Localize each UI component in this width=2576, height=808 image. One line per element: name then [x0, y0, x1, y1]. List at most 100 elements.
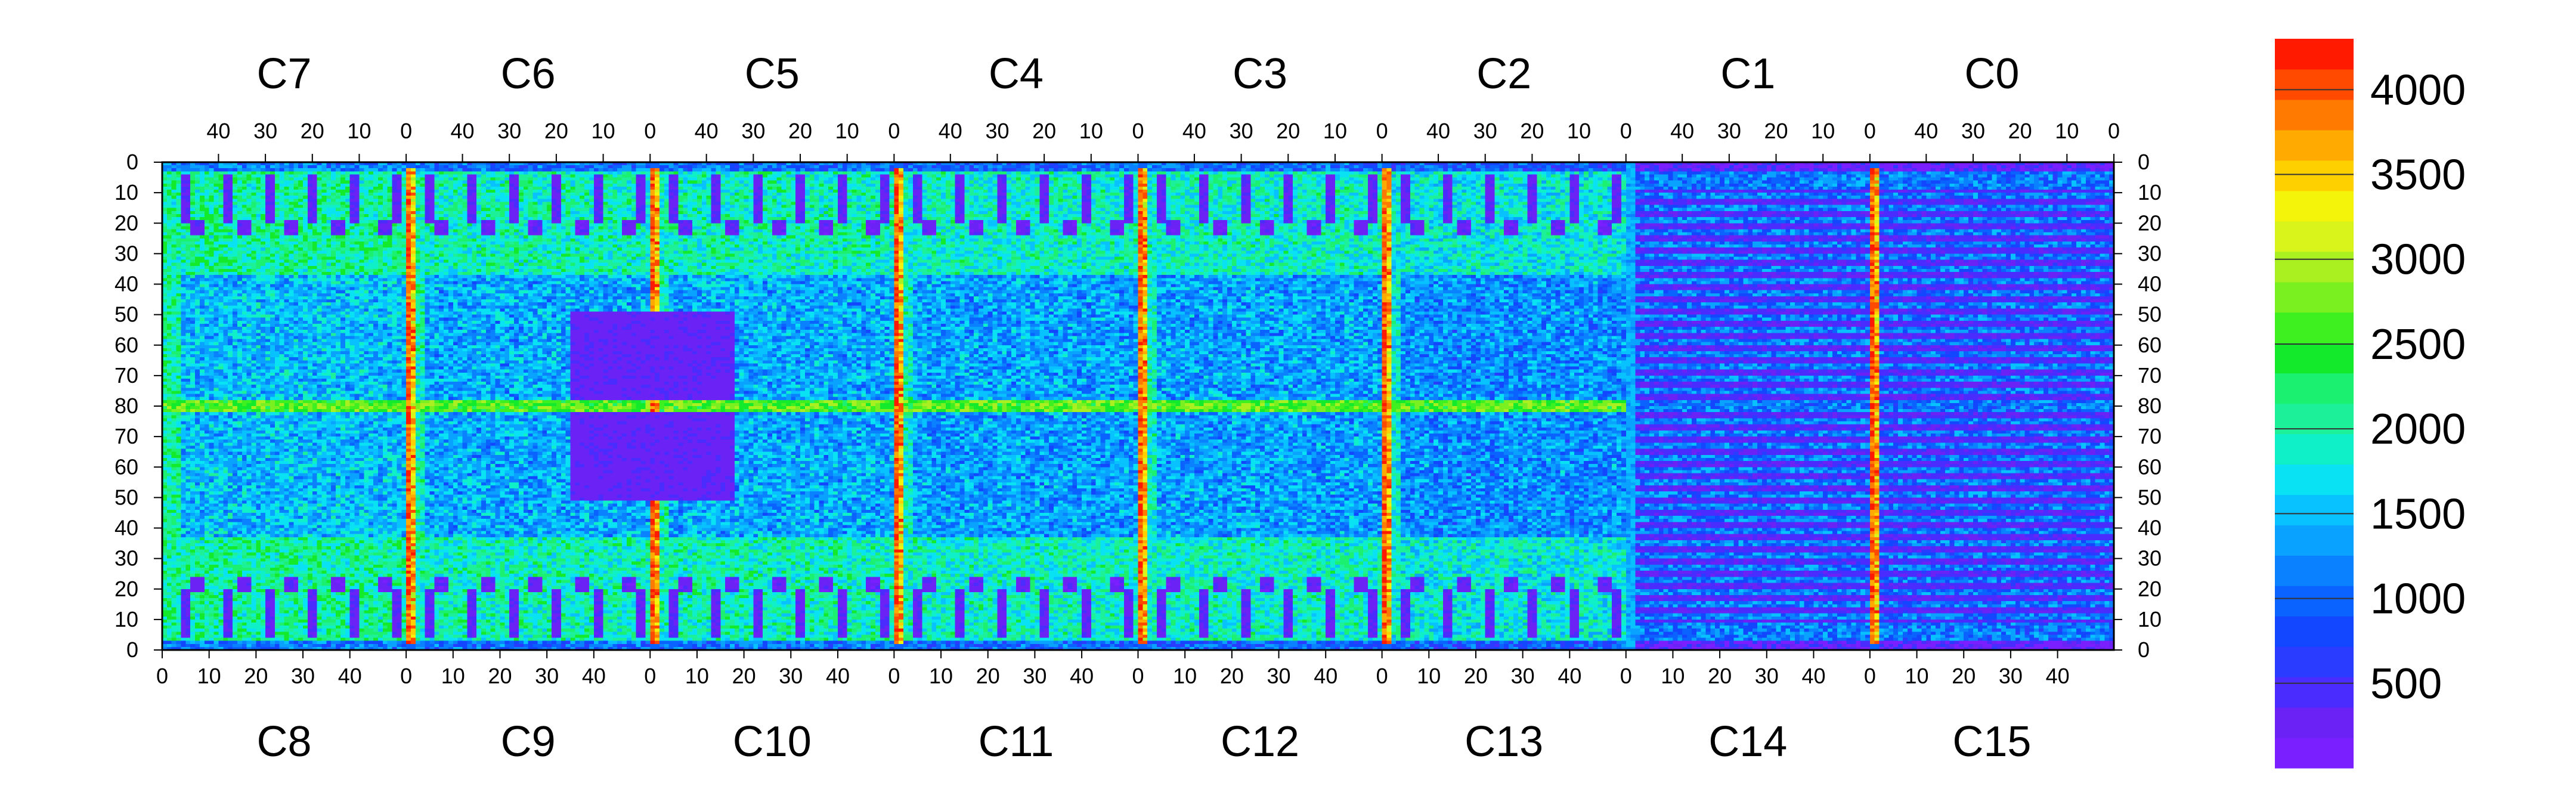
chip-label-bottom: C8 [257, 718, 312, 766]
x-tick-label-bottom: 10 [1173, 664, 1197, 688]
colorbar-segment [2275, 403, 2354, 435]
x-tick-label-top: 0 [1132, 119, 1144, 143]
y-tick-label-left: 70 [114, 363, 138, 388]
x-tick-label-bottom: 0 [1864, 664, 1876, 688]
y-tick-label-left: 10 [114, 607, 138, 631]
y-tick-label-right: 60 [2138, 454, 2162, 479]
y-tick-label-right: 70 [2138, 424, 2162, 448]
x-tick-label-top: 0 [1864, 119, 1876, 143]
y-tick-label-left: 30 [114, 241, 138, 265]
x-tick-label-bottom: 0 [644, 664, 656, 688]
x-tick-label-bottom: 30 [1267, 664, 1291, 688]
x-tick-label-top: 30 [1961, 119, 1985, 143]
x-tick-label-top: 0 [1620, 119, 1632, 143]
colorbar-tick-label: 2000 [2370, 405, 2466, 453]
colorbar-segment [2275, 707, 2354, 738]
x-tick-label-top: 30 [741, 119, 765, 143]
y-tick-label-right: 60 [2138, 333, 2162, 357]
y-tick-label-left: 20 [114, 577, 138, 601]
x-tick-label-top: 40 [451, 119, 475, 143]
x-tick-label-bottom: 20 [1464, 664, 1488, 688]
heatmap-image [162, 162, 2114, 650]
chip-label-bottom: C15 [1952, 718, 2031, 766]
y-tick-label-left: 30 [114, 546, 138, 571]
colorbar-tick-label: 1500 [2370, 490, 2466, 538]
x-tick-label-bottom: 10 [1905, 664, 1929, 688]
colorbar-tick-label: 3500 [2370, 151, 2466, 199]
x-tick-label-bottom: 40 [1070, 664, 1094, 688]
colorbar-segment [2275, 69, 2354, 100]
x-tick-label-top: 10 [1567, 119, 1591, 143]
chip-label-top: C4 [989, 50, 1044, 98]
x-tick-label-bottom: 10 [685, 664, 709, 688]
x-tick-label-bottom: 40 [2046, 664, 2070, 688]
colorbar-tick-label: 1000 [2370, 575, 2466, 623]
colorbar-segment [2275, 129, 2354, 161]
colorbar-segment [2275, 160, 2354, 191]
x-tick-label-bottom: 30 [1755, 664, 1779, 688]
x-tick-label-top: 20 [1764, 119, 1788, 143]
x-tick-label-bottom: 0 [888, 664, 900, 688]
x-tick-label-top: 20 [1276, 119, 1300, 143]
x-tick-label-bottom: 0 [1132, 664, 1144, 688]
x-tick-label-top: 30 [1717, 119, 1741, 143]
colorbar-tick-label: 500 [2370, 660, 2442, 708]
x-tick-label-bottom: 20 [732, 664, 756, 688]
chip-label-top: C0 [1964, 50, 2019, 98]
x-tick-label-top: 40 [206, 119, 230, 143]
y-tick-label-left: 0 [126, 637, 138, 662]
x-tick-label-top: 20 [544, 119, 568, 143]
colorbar-segment [2275, 677, 2354, 708]
x-tick-label-top: 10 [1079, 119, 1103, 143]
x-tick-label-bottom: 20 [1708, 664, 1732, 688]
x-tick-label-top: 10 [592, 119, 615, 143]
x-tick-label-top: 40 [1670, 119, 1694, 143]
colorbar: 500 1000 1500 2000 2500 3000 3500 4000 [2275, 39, 2466, 769]
x-tick-label-top: 30 [1473, 119, 1497, 143]
x-tick-label-top: 10 [2055, 119, 2079, 143]
colorbar-tick-label: 2500 [2370, 321, 2466, 369]
x-tick-label-bottom: 30 [779, 664, 803, 688]
heatmap-cells [162, 162, 2114, 650]
chip-label-bottom: C14 [1708, 718, 1787, 766]
y-tick-label-right: 40 [2138, 272, 2162, 296]
x-tick-label-top: 20 [1032, 119, 1056, 143]
x-tick-label-top: 20 [1520, 119, 1544, 143]
x-tick-label-top: 0 [400, 119, 412, 143]
colorbar-segment [2275, 221, 2354, 252]
colorbar-segment [2275, 99, 2354, 131]
y-tick-label-right: 70 [2138, 363, 2162, 388]
y-tick-label-left: 80 [114, 394, 138, 418]
chip-label-top: C3 [1233, 50, 1287, 98]
x-tick-label-bottom: 30 [1023, 664, 1046, 688]
y-tick-label-right: 0 [2138, 637, 2150, 662]
x-tick-label-top: 40 [1914, 119, 1938, 143]
x-tick-label-bottom: 20 [244, 664, 268, 688]
x-tick-label-bottom: 20 [976, 664, 1000, 688]
colorbar-segment [2275, 39, 2354, 70]
x-tick-label-bottom: 0 [1620, 664, 1632, 688]
colorbar-segment [2275, 312, 2354, 343]
x-tick-label-bottom: 30 [1999, 664, 2023, 688]
y-tick-label-left: 70 [114, 424, 138, 448]
colorbar-segment [2275, 525, 2354, 556]
colorbar-segment [2275, 281, 2354, 313]
y-tick-label-right: 50 [2138, 302, 2162, 327]
colorbar-segment [2275, 190, 2354, 222]
x-tick-label-top: 40 [1182, 119, 1206, 143]
x-tick-label-top: 10 [347, 119, 371, 143]
colorbar-tick-label: 4000 [2370, 66, 2466, 114]
x-tick-label-top: 20 [788, 119, 812, 143]
x-tick-label-top: 0 [2108, 119, 2120, 143]
x-tick-label-bottom: 30 [291, 664, 315, 688]
x-tick-label-top: 30 [985, 119, 1009, 143]
y-tick-label-left: 50 [114, 302, 138, 327]
x-tick-label-bottom: 40 [1558, 664, 1581, 688]
colorbar-segment [2275, 434, 2354, 465]
y-tick-label-left: 60 [114, 333, 138, 357]
x-tick-label-top: 20 [301, 119, 324, 143]
x-tick-label-bottom: 0 [1376, 664, 1388, 688]
x-tick-label-bottom: 10 [1661, 664, 1685, 688]
x-tick-label-top: 30 [253, 119, 277, 143]
